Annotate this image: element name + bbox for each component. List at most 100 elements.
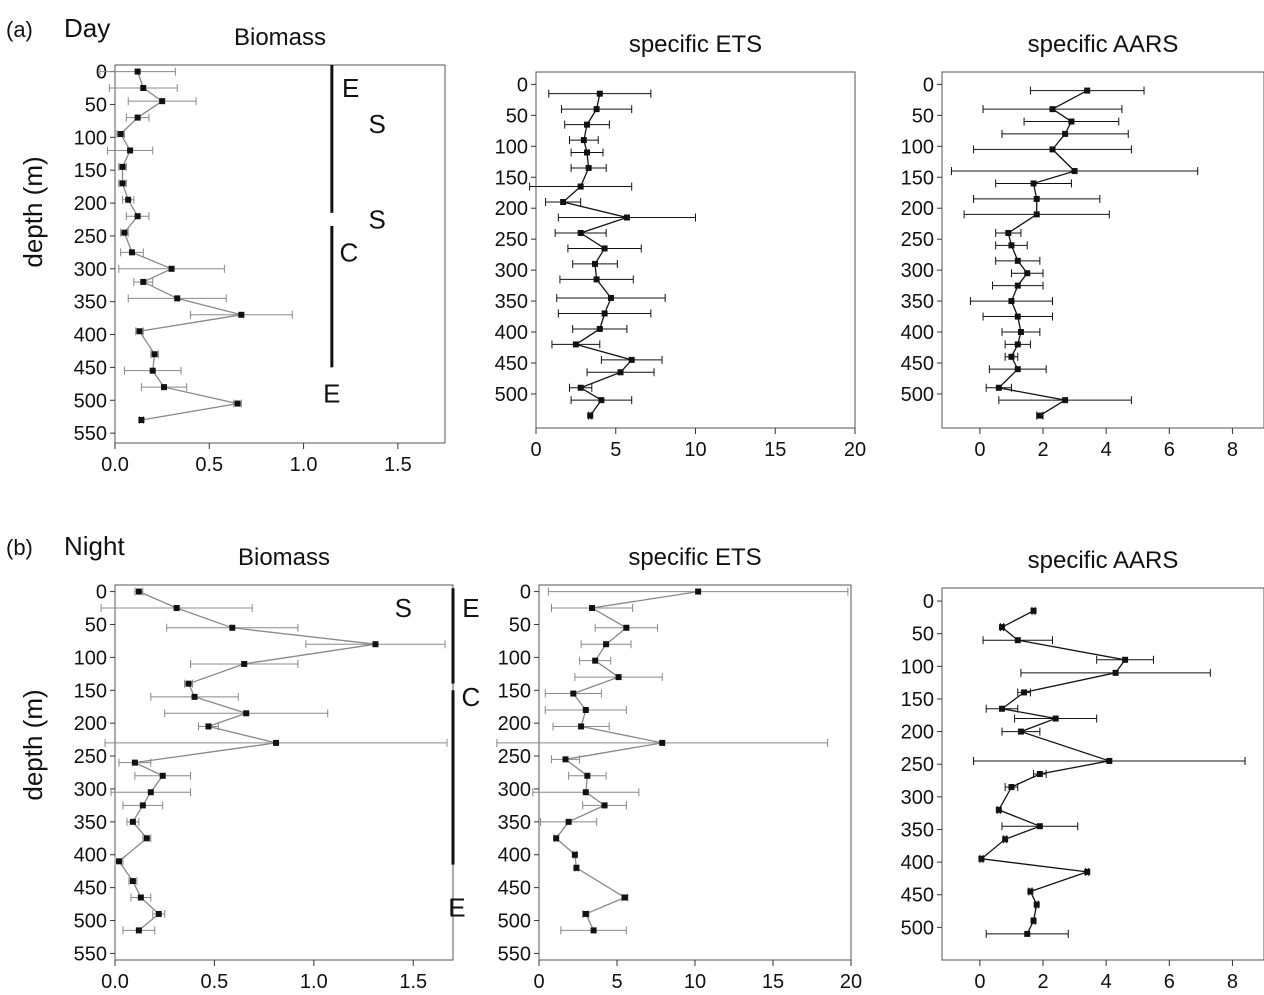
data-point	[151, 351, 158, 358]
data-point	[372, 641, 379, 648]
data-point	[205, 723, 212, 730]
data-point	[168, 265, 175, 272]
zone-label: S	[368, 204, 385, 234]
data-point	[128, 249, 135, 256]
data-point	[1033, 195, 1040, 202]
x-tick-label: 0	[974, 971, 985, 993]
data-point	[1024, 270, 1031, 277]
y-tick-label: 200	[495, 198, 528, 220]
row-title-day: Day	[64, 13, 110, 43]
data-point	[582, 707, 589, 713]
y-axis-label-day: depth (m)	[18, 156, 48, 267]
y-tick-label: 100	[498, 647, 531, 669]
zone-label: E	[448, 892, 465, 922]
data-point	[127, 147, 134, 154]
data-point	[565, 818, 572, 825]
data-point	[1014, 257, 1021, 264]
y-tick-label: 350	[495, 291, 528, 313]
data-point	[115, 858, 122, 865]
y-tick-label: 500	[74, 911, 107, 933]
data-point	[1008, 242, 1015, 249]
profile-line	[979, 610, 1127, 935]
plot-frame	[535, 71, 856, 429]
panel-title: specific ETS	[628, 544, 761, 571]
y-tick-label: 350	[74, 292, 107, 314]
data-point	[134, 68, 141, 75]
data-point	[623, 214, 630, 221]
y-tick-label: 50	[506, 105, 528, 127]
data-point	[607, 294, 614, 301]
data-point	[134, 213, 141, 220]
data-point	[570, 690, 577, 697]
data-point	[590, 927, 597, 934]
zone-label: S	[395, 593, 412, 623]
y-axis-label-night: depth (m)	[18, 689, 48, 800]
y-tick-label: 100	[74, 127, 107, 149]
x-tick-label: 0.0	[101, 454, 129, 476]
x-tick-label: 5	[610, 439, 621, 461]
data-point	[139, 802, 146, 809]
y-tick-label: 150	[74, 160, 107, 182]
x-tick-label: 8	[1227, 971, 1238, 993]
y-tick-label: 550	[74, 943, 107, 965]
y-tick-label: 300	[901, 260, 934, 282]
y-tick-label: 350	[901, 291, 934, 313]
data-point	[601, 245, 608, 252]
data-point	[1033, 901, 1040, 908]
x-tick-label: 15	[764, 439, 786, 461]
data-point	[593, 106, 600, 113]
data-point	[1005, 229, 1012, 236]
data-point	[1021, 689, 1028, 696]
data-point	[1084, 87, 1091, 94]
data-point	[593, 276, 600, 283]
y-tick-label: 450	[74, 357, 107, 379]
profile-line	[561, 93, 633, 416]
y-tick-label: 0	[517, 74, 528, 96]
panel-label-a: (a)	[6, 17, 33, 42]
data-point	[173, 605, 180, 612]
y-tick-label: 500	[901, 384, 934, 406]
x-tick-label: 0.5	[201, 971, 229, 993]
plot-frame	[941, 71, 1264, 429]
x-tick-label: 10	[684, 439, 706, 461]
data-point	[129, 818, 136, 825]
y-tick-label: 250	[74, 226, 107, 248]
y-tick-label: 300	[74, 259, 107, 281]
y-tick-label: 50	[85, 614, 107, 636]
data-point	[1030, 180, 1037, 187]
data-point	[119, 180, 126, 187]
data-point	[143, 835, 150, 842]
data-point	[229, 624, 236, 631]
data-point	[1024, 930, 1031, 937]
x-tick-label: 6	[1164, 439, 1175, 461]
data-point	[623, 624, 630, 631]
data-point	[1052, 715, 1059, 722]
data-point	[1008, 298, 1015, 305]
data-point	[573, 864, 580, 871]
data-point	[129, 878, 136, 885]
x-tick-label: 6	[1164, 971, 1175, 993]
y-tick-label: 50	[509, 614, 531, 636]
data-point	[995, 806, 1002, 813]
panel-1-2: specific AARS 0 2 4 6 8 0 50 100 150 200 250 300 350 4…	[901, 547, 1264, 993]
x-tick-label: 4	[1101, 971, 1112, 993]
data-point	[601, 802, 608, 809]
y-tick-label: 100	[901, 656, 934, 678]
y-tick-label: 500	[495, 384, 528, 406]
data-point	[1030, 607, 1037, 614]
data-point	[140, 278, 147, 285]
x-tick-label: 0	[533, 971, 544, 993]
data-point	[584, 772, 591, 779]
data-point	[185, 680, 192, 687]
y-tick-label: 150	[74, 680, 107, 702]
data-point	[161, 384, 168, 391]
y-tick-label: 0	[96, 62, 107, 84]
y-tick-label: 250	[901, 754, 934, 776]
y-tick-label: 400	[901, 852, 934, 874]
data-point	[562, 756, 569, 763]
y-tick-label: 350	[74, 812, 107, 834]
y-tick-label: 250	[74, 746, 107, 768]
data-point	[577, 384, 584, 391]
data-point	[174, 295, 181, 302]
